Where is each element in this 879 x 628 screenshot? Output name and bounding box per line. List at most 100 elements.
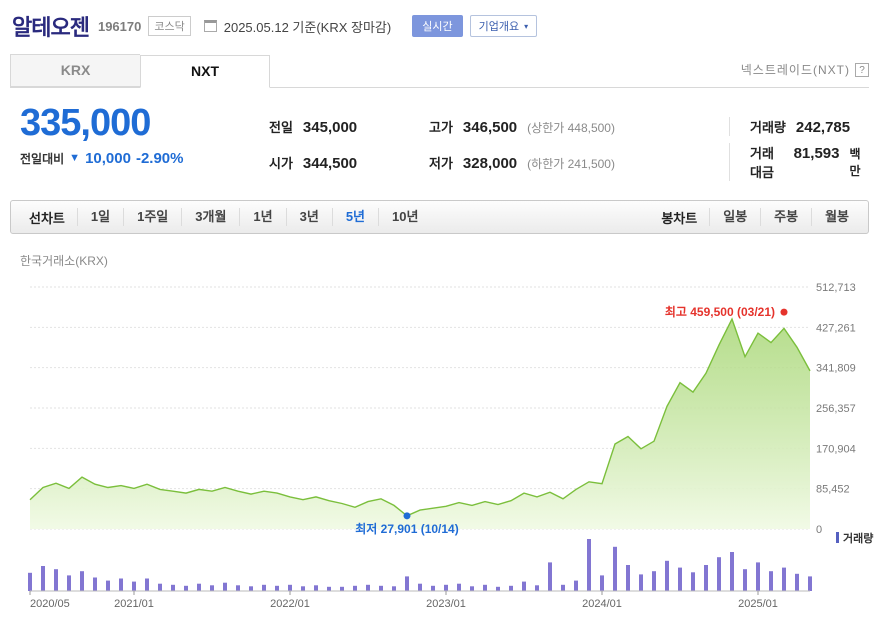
volume-bar [678, 567, 682, 591]
y-axis-label: 0 [816, 524, 822, 536]
volume-bar [483, 584, 487, 591]
candle-monthly[interactable]: 월봉 [811, 208, 862, 226]
volume-bar [171, 584, 175, 591]
company-overview-button[interactable]: 기업개요 ▾ [469, 15, 538, 37]
max-marker [780, 308, 788, 316]
volume-bar [197, 583, 201, 591]
x-axis-label: 2022/01 [270, 598, 310, 610]
low-value: 328,000 [462, 154, 518, 172]
volume-bar [782, 567, 786, 591]
volume-bar [639, 574, 643, 591]
volume-bar [600, 575, 604, 591]
volume-bar [145, 578, 149, 591]
y-axis-label: 256,357 [816, 403, 856, 415]
range-5y[interactable]: 5년 [331, 208, 378, 226]
range-10y[interactable]: 10년 [378, 208, 431, 226]
header: 알테오젠 196170 코스닥 2025.05.12 기준(KRX 장마감) 실… [10, 8, 869, 42]
chart-source-label: 한국거래소(KRX) [20, 254, 108, 268]
volume-bar [392, 586, 396, 591]
volume-bar [509, 585, 513, 591]
trade-value-label: 거래대금 [750, 146, 774, 180]
volume-bar [340, 586, 344, 591]
volume-bar [275, 585, 279, 591]
volume-bar [93, 577, 97, 591]
volume-bar [379, 585, 383, 591]
volume-bar [613, 546, 617, 591]
prev-close-value: 345,000 [302, 118, 358, 136]
x-axis-label: 2020/05 [30, 598, 70, 610]
current-price-block: 335,000 전일대비 ▼ 10,000 -2.90% [14, 104, 269, 180]
summary-row-1: 전일 345,000 고가 346,500 (상한가 448,500) 거래량 … [269, 108, 865, 144]
low-cell: 저가 328,000 (하한가 241,500) [429, 153, 729, 172]
volume-bar [67, 575, 71, 591]
trade-value-cell: 거래대금 81,593 백만 [729, 143, 865, 181]
x-axis-label: 2024/01 [582, 598, 622, 610]
volume-bar [431, 585, 435, 591]
volume-bar [418, 583, 422, 591]
volume-bar [366, 584, 370, 591]
volume-bar [158, 583, 162, 591]
volume-cell: 거래량 242,785 [729, 116, 865, 136]
market-tabbar: KRX NXT 넥스트레이드(NXT) ? [10, 54, 869, 88]
volume-bar [28, 572, 32, 591]
volume-bar [444, 584, 448, 591]
volume-bar [704, 565, 708, 591]
volume-bar [132, 581, 136, 591]
upper-limit: (상한가 448,500) [527, 120, 615, 135]
volume-bar [756, 562, 760, 591]
range-3y[interactable]: 3년 [285, 208, 332, 226]
volume-bar [496, 586, 500, 591]
price-area [30, 319, 810, 529]
range-3m[interactable]: 3개월 [181, 208, 239, 226]
tab-krx[interactable]: KRX [10, 54, 140, 87]
volume-bar [574, 580, 578, 591]
y-axis-label: 427,261 [816, 322, 856, 334]
y-axis-label: 85,452 [816, 484, 850, 496]
price-section: 335,000 전일대비 ▼ 10,000 -2.90% 전일 345,000 … [10, 88, 869, 192]
down-arrow-icon: ▼ [69, 152, 81, 165]
volume-legend-icon [836, 532, 839, 543]
range-1w[interactable]: 1주일 [123, 208, 181, 226]
line-chart-label: 선차트 [29, 210, 65, 226]
volume-bar [80, 571, 84, 591]
volume-bar [743, 569, 747, 591]
volume-bar [548, 562, 552, 591]
candle-daily[interactable]: 일봉 [709, 208, 760, 226]
volume-bar [54, 569, 58, 591]
range-1d[interactable]: 1일 [76, 208, 123, 226]
volume-bar [262, 584, 266, 591]
range-1y[interactable]: 1년 [239, 208, 285, 226]
realtime-button[interactable]: 실시간 [412, 15, 463, 37]
volume-bar [106, 580, 110, 591]
calendar-icon [203, 20, 217, 32]
candle-chart-label: 봉차트 [661, 210, 698, 226]
max-annotation: 최고 459,500 (03/21) [665, 304, 775, 319]
low-label: 저가 [429, 155, 453, 171]
price-chart[interactable]: 0 85,452 170,904 256,357 341,809 427,261 512,7… [10, 277, 879, 613]
volume-legend-label: 거래량 [843, 531, 873, 545]
stock-page: 알테오젠 196170 코스닥 2025.05.12 기준(KRX 장마감) 실… [10, 8, 879, 613]
volume-bar [249, 586, 253, 591]
volume-bar [457, 583, 461, 591]
volume-bar [119, 578, 123, 591]
volume-bar [184, 585, 188, 591]
high-value: 346,500 [462, 118, 518, 136]
price-summary: 전일 345,000 고가 346,500 (상한가 448,500) 거래량 … [269, 104, 865, 181]
volume-bar [795, 573, 799, 591]
volume-bar [691, 572, 695, 591]
volume-bar [587, 539, 591, 591]
lower-limit: (하한가 241,500) [527, 156, 615, 171]
candle-weekly[interactable]: 주봉 [760, 208, 811, 226]
trade-value-unit: 백만 [849, 147, 861, 178]
min-annotation: 최저 27,901 (10/14) [355, 521, 458, 536]
volume-bar [41, 566, 45, 591]
tab-nxt[interactable]: NXT [140, 55, 270, 88]
help-icon[interactable]: ? [855, 62, 869, 77]
volume-bar [301, 586, 305, 591]
volume-bar [717, 557, 721, 591]
prev-close-cell: 전일 345,000 [269, 117, 429, 136]
volume-bar [353, 585, 357, 591]
volume-bar [730, 552, 734, 591]
high-cell: 고가 346,500 (상한가 448,500) [429, 117, 729, 136]
summary-row-2: 시가 344,500 저가 328,000 (하한가 241,500) 거래대금… [269, 143, 865, 181]
